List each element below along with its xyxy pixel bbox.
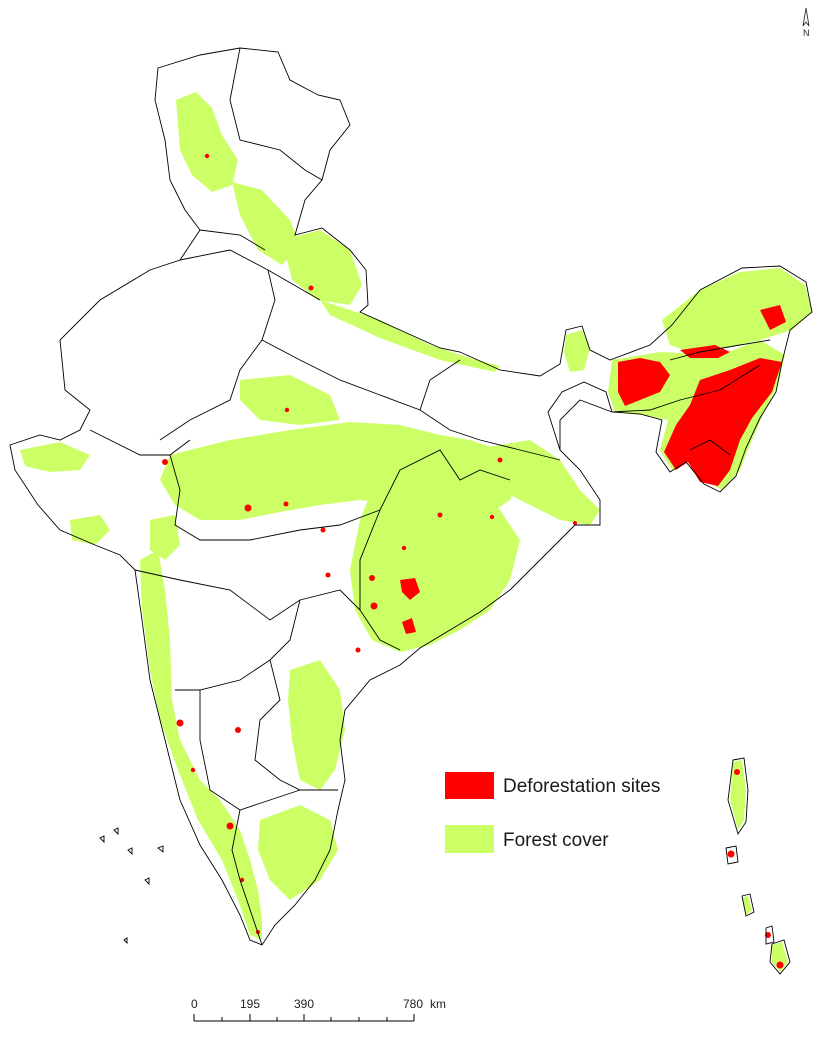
legend: Deforestation sites Forest cover [445,772,660,853]
north-label: N [803,28,810,38]
scale-unit: km [430,997,446,1011]
legend-swatch-deforestation [445,772,494,799]
north-arrow-icon [802,7,810,27]
deforestation-layer [162,153,786,969]
scale-tick-3: 780 [403,997,423,1011]
scale-labels: 0 195 390 780 km [191,997,446,1011]
legend-label-deforestation: Deforestation sites [503,776,660,797]
legend-label-forest: Forest cover [503,830,609,851]
state-boundaries [9,47,813,975]
scale-tick-1: 195 [240,997,260,1011]
scale-bar [193,1014,415,1022]
scale-tick-2: 390 [294,997,314,1011]
scale-tick-0: 0 [191,997,198,1011]
legend-swatch-forest [445,825,494,853]
forest-cover-layer [20,92,812,972]
north-arrow: N [802,7,810,38]
